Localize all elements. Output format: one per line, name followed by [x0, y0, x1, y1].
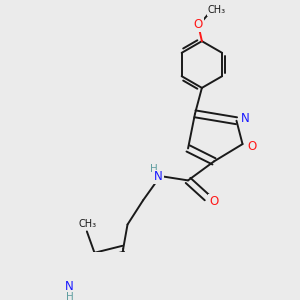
Text: CH₃: CH₃: [208, 5, 226, 15]
Text: CH₃: CH₃: [79, 219, 97, 229]
Text: N: N: [241, 112, 250, 124]
Text: H: H: [66, 292, 74, 300]
Text: H: H: [150, 164, 158, 174]
Text: O: O: [194, 18, 203, 31]
Text: N: N: [65, 280, 74, 293]
Text: N: N: [154, 170, 163, 183]
Text: O: O: [248, 140, 257, 153]
Text: O: O: [209, 195, 219, 208]
